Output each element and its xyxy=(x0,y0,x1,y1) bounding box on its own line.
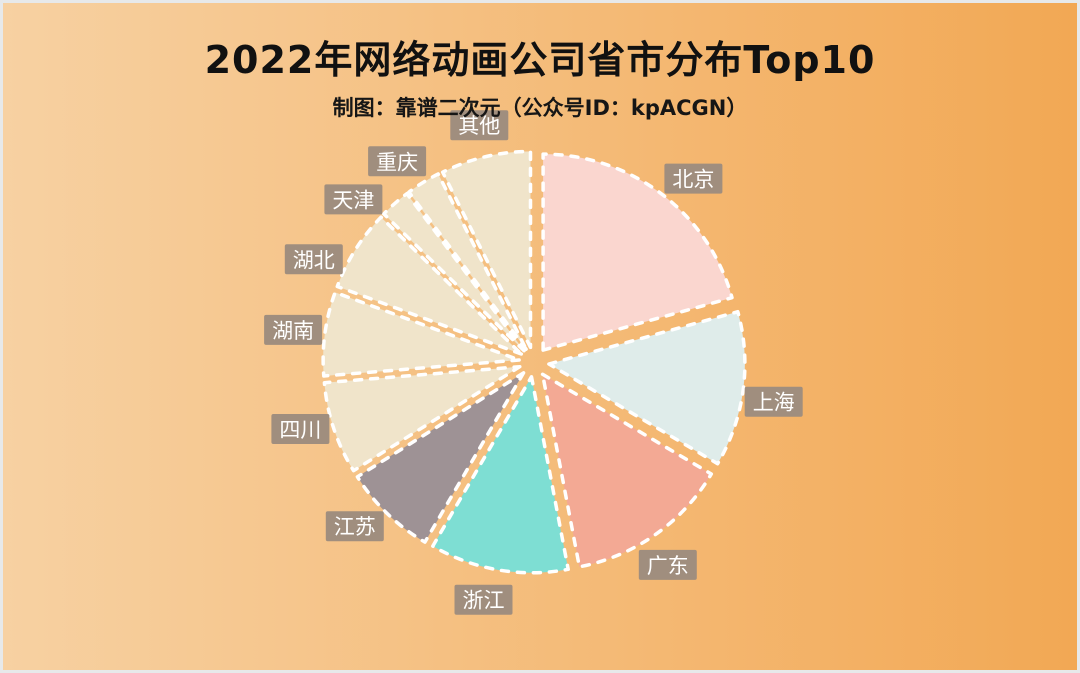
pie-slice-hubei xyxy=(335,215,524,356)
chart-header: 2022年网络动画公司省市分布Top10 制图：靠谱二次元（公众号ID：kpAC… xyxy=(3,3,1077,122)
pie-label-badge-shanghai xyxy=(744,386,803,417)
pie-label-text-shanghai: 上海 xyxy=(753,391,795,415)
pie-label-text-jiangsu: 江苏 xyxy=(334,515,376,539)
pie-label-hubei: 湖北 xyxy=(284,244,343,275)
pie-label-badge-hubei xyxy=(284,244,343,275)
pie-label-text-chongqing: 重庆 xyxy=(376,150,418,174)
pie-label-guangdong: 广东 xyxy=(638,549,697,580)
pie-label-badge-hunan xyxy=(264,314,323,345)
pie-label-text-zhejiang: 浙江 xyxy=(463,589,505,613)
pie-label-hunan: 湖南 xyxy=(264,314,323,345)
pie-label-text-tianjin: 天津 xyxy=(332,188,374,212)
pie-label-text-hunan: 湖南 xyxy=(272,319,314,343)
pie-label-shanghai: 上海 xyxy=(744,386,803,417)
chart-title: 2022年网络动画公司省市分布Top10 xyxy=(204,38,876,82)
pie-slice-zhejiang xyxy=(431,375,570,575)
pie-slice-guangdong xyxy=(540,372,714,569)
pie-label-badge-beijing xyxy=(664,163,723,194)
pie-label-badge-jiangsu xyxy=(325,511,384,542)
pie-label-text-sichuan: 四川 xyxy=(279,418,321,442)
pie-label-badge-other xyxy=(450,110,509,141)
pie-label-badge-chongqing xyxy=(368,146,427,177)
pie-slice-jiangsu xyxy=(355,371,526,544)
pie-slice-sichuan xyxy=(322,364,522,473)
chart-subtitle: 制图：靠谱二次元（公众号ID：kpACGN） xyxy=(332,96,748,120)
pie-slice-other xyxy=(440,149,533,350)
pie-label-beijing: 北京 xyxy=(664,163,723,194)
pie-label-badge-zhejiang xyxy=(454,584,513,615)
pie-slice-tianjin xyxy=(382,191,526,353)
pie-slice-chongqing xyxy=(407,172,528,351)
pie-label-tianjin: 天津 xyxy=(324,184,383,215)
pie-slice-shanghai xyxy=(547,309,747,466)
pie-slice-hunan xyxy=(321,290,521,378)
pie-slice-beijing xyxy=(541,152,734,352)
pie-label-text-guangdong: 广东 xyxy=(647,554,689,578)
pie-label-jiangsu: 江苏 xyxy=(325,511,384,542)
pie-label-badge-tianjin xyxy=(324,184,383,215)
pie-label-zhejiang: 浙江 xyxy=(454,584,513,615)
pie-label-badge-sichuan xyxy=(271,414,330,444)
pie-label-text-hubei: 湖北 xyxy=(293,248,335,272)
pie-label-text-other: 其他 xyxy=(458,114,500,138)
pie-label-chongqing: 重庆 xyxy=(368,146,427,177)
pie-label-sichuan: 四川 xyxy=(271,414,330,444)
pie-label-text-beijing: 北京 xyxy=(672,168,714,192)
pie-label-badge-guangdong xyxy=(638,549,697,580)
pie-label-other: 其他 xyxy=(450,110,509,141)
